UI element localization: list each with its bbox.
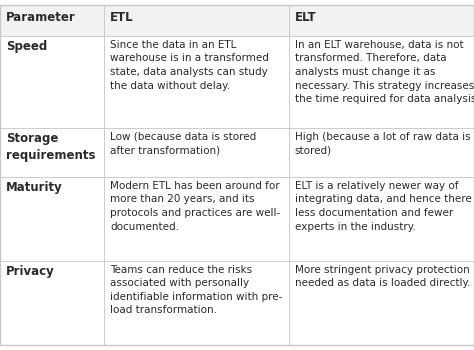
Text: ETL: ETL [110,11,134,25]
Bar [289,177,474,261]
Bar [104,36,289,128]
Text: Storage
requirements: Storage requirements [6,132,95,162]
Bar [0,128,104,177]
Bar [0,177,104,261]
Text: ELT: ELT [295,11,317,25]
Bar [104,128,289,177]
Bar [289,261,474,345]
Bar [0,36,104,128]
Text: More stringent privacy protection is
needed as data is loaded directly.: More stringent privacy protection is nee… [295,265,474,288]
Text: Speed: Speed [6,40,47,53]
Bar [289,128,474,177]
Bar [0,261,104,345]
Text: Modern ETL has been around for
more than 20 years, and its
protocols and practic: Modern ETL has been around for more than… [110,181,280,232]
Text: Since the data in an ETL
warehouse is in a transformed
state, data analysts can : Since the data in an ETL warehouse is in… [110,40,269,91]
Text: In an ELT warehouse, data is not
transformed. Therefore, data
analysts must chan: In an ELT warehouse, data is not transfo… [295,40,474,104]
Text: ELT is a relatively newer way of
integrating data, and hence there is
less docum: ELT is a relatively newer way of integra… [295,181,474,232]
Bar [104,5,289,36]
Bar [104,177,289,261]
Bar [104,261,289,345]
Text: High (because a lot of raw data is
stored): High (because a lot of raw data is store… [295,132,471,155]
Text: Maturity: Maturity [6,181,63,194]
Bar [289,36,474,128]
Text: Privacy: Privacy [6,265,55,278]
Text: Low (because data is stored
after transformation): Low (because data is stored after transf… [110,132,256,155]
Text: Teams can reduce the risks
associated with personally
identifiable information w: Teams can reduce the risks associated wi… [110,265,283,315]
Text: Parameter: Parameter [6,11,75,25]
Bar [0,5,104,36]
Bar [289,5,474,36]
